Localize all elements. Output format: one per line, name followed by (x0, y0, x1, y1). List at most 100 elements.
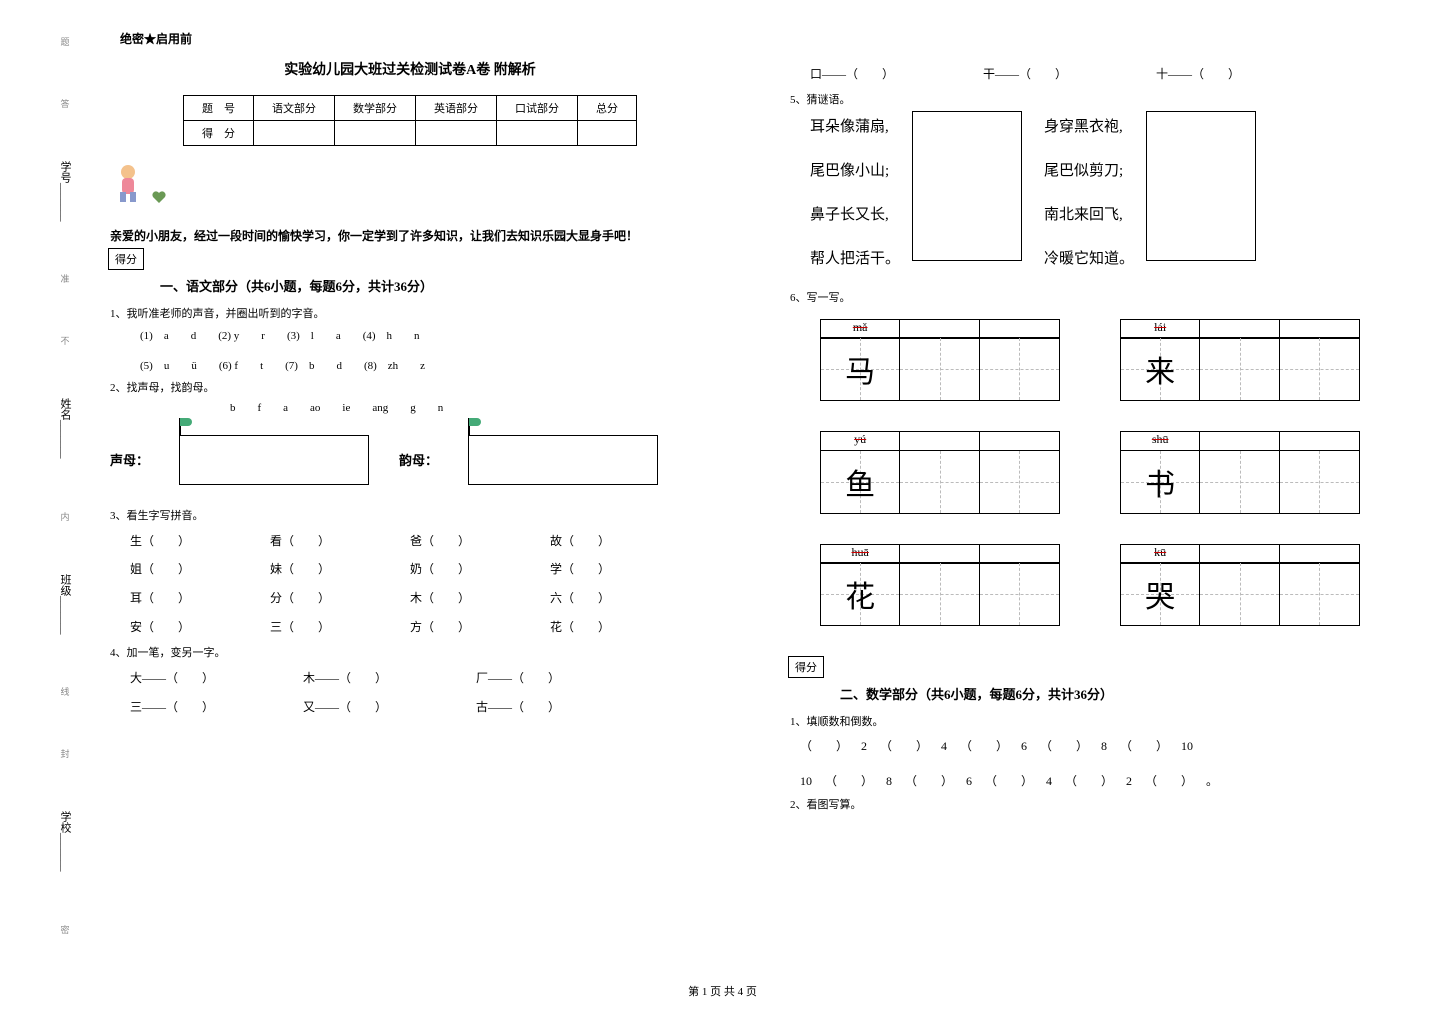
left-column: 绝密★启用前 实验幼儿园大班过关检测试卷A卷 附解析 题 号 语文部分 数学部分… (100, 30, 720, 816)
tianzi-cell (900, 451, 979, 513)
q4-row: 三——（ ） 又——（ ） 古——（ ） (130, 693, 720, 722)
th: 口试部分 (497, 96, 578, 121)
th: 总分 (578, 96, 637, 121)
tianzi-cell (980, 563, 1059, 625)
q3-title: 3、看生字写拼音。 (110, 505, 720, 527)
write-block: mǎ 马 (820, 319, 1060, 402)
tianzi-cell (900, 338, 979, 400)
th: 语文部分 (254, 96, 335, 121)
pinyin-grid: huā (820, 544, 1060, 564)
pinyin-grid: lái (1120, 319, 1360, 339)
pinyin-cell (980, 545, 1059, 563)
q1-title: 1、我听准老师的声音，并圈出听到的字音。 (110, 303, 720, 325)
tianzi-cell (980, 451, 1059, 513)
q3-item: 耳（ ） (130, 584, 270, 613)
shengmu-yunmu-row: 声母： 韵母： (110, 435, 710, 485)
riddle-line: 南北来回飞, (1044, 199, 1134, 233)
margin-dot: 答 (59, 99, 72, 108)
score-box-2: 得分 (788, 656, 824, 678)
score-table: 题 号 语文部分 数学部分 英语部分 口试部分 总分 得 分 (183, 95, 637, 146)
write-block: shū 书 (1120, 431, 1360, 514)
th: 题 号 (184, 96, 254, 121)
binding-margin: 题 答 学号_______ 准 不 姓名_______ 内 班级_______ … (50, 10, 80, 960)
tianzi-cell: 花 (821, 563, 900, 625)
q4-item: 大——（ ） (130, 664, 300, 693)
pinyin-grid: yú (820, 431, 1060, 451)
riddle-1-answer-box (912, 111, 1022, 261)
math-seq-2: 10 （ ） 8 （ ） 6 （ ） 4 （ ） 2 （ ） 。 (800, 768, 1400, 794)
pinyin-cell: huā (821, 545, 900, 563)
margin-dot: 密 (59, 925, 72, 934)
write-pair-3: huā 花 kū 哭 (820, 544, 1400, 627)
margin-dot: 准 (59, 274, 72, 283)
tianzi-cell: 来 (1121, 338, 1200, 400)
tianzi-cell (1280, 451, 1359, 513)
q3-item: 六（ ） (550, 584, 690, 613)
td (416, 121, 497, 146)
math-seq-1: （ ） 2 （ ） 4 （ ） 6 （ ） 8 （ ） 10 (800, 733, 1400, 759)
q4-item: 干——（ ） (983, 60, 1153, 89)
pinyin-cell (980, 320, 1059, 338)
section-2-title: 二、数学部分（共6小题，每题6分，共计36分） (840, 684, 1400, 703)
q3-item: 看（ ） (270, 527, 410, 556)
tianzi-grid: 花 (820, 562, 1060, 626)
pinyin-cell (1200, 545, 1279, 563)
q3-item: 木（ ） (410, 584, 550, 613)
q4-item: 厂——（ ） (476, 664, 646, 693)
write-block: lái 来 (1120, 319, 1360, 402)
pinyin-cell: mǎ (821, 320, 900, 338)
pinyin-cell: lái (1121, 320, 1200, 338)
td: 得 分 (184, 121, 254, 146)
yunmu-label: 韵母： (399, 450, 438, 469)
shengmu-label: 声母： (110, 450, 149, 469)
margin-dot: 线 (59, 687, 72, 696)
q5-title: 5、猜谜语。 (790, 89, 1400, 111)
tianzi-cell: 马 (821, 338, 900, 400)
q4-title: 4、加一笔，变另一字。 (110, 642, 720, 664)
margin-dot: 题 (59, 37, 72, 46)
td (254, 121, 335, 146)
pinyin-cell (1200, 320, 1279, 338)
q3-grid: 生（ ） 看（ ） 爸（ ） 故（ ） 姐（ ） 妹（ ） 奶（ ） 学（ ） … (130, 527, 720, 642)
q2-letters: b f a ao ie ang g n (230, 399, 720, 415)
td (578, 121, 637, 146)
margin-label-id: 学号_______ (57, 161, 73, 222)
pinyin-cell (900, 545, 979, 563)
tianzi-grid: 书 (1120, 450, 1360, 514)
q6-title: 6、写一写。 (790, 287, 1400, 309)
q4-item: 十——（ ） (1156, 60, 1326, 89)
write-block: kū 哭 (1120, 544, 1360, 627)
pinyin-grid: kū (1120, 544, 1360, 564)
q3-item: 安（ ） (130, 613, 270, 642)
pinyin-cell (980, 432, 1059, 450)
pinyin-cell: kū (1121, 545, 1200, 563)
tianzi-cell (1280, 338, 1359, 400)
flag-icon (180, 418, 192, 426)
q3-item: 妹（ ） (270, 555, 410, 584)
q3-item: 姐（ ） (130, 555, 270, 584)
write-pair-2: yú 鱼 shū 书 (820, 431, 1400, 514)
tianzi-cell: 鱼 (821, 451, 900, 513)
score-box: 得分 (108, 248, 144, 270)
pinyin-cell (900, 432, 979, 450)
q4-item: 木——（ ） (303, 664, 473, 693)
heart-icon (150, 188, 168, 206)
tianzi-cell (980, 338, 1059, 400)
math-q1-title: 1、填顺数和倒数。 (790, 711, 1400, 733)
intro-row (110, 162, 720, 206)
tianzi-grid: 鱼 (820, 450, 1060, 514)
q3-item: 花（ ） (550, 613, 690, 642)
riddle-line: 尾巴似剪刀; (1044, 155, 1134, 189)
tianzi-cell (1280, 563, 1359, 625)
q3-item: 生（ ） (130, 527, 270, 556)
pinyin-cell: shū (1121, 432, 1200, 450)
riddle-row: 耳朵像蒲扇, 尾巴像小山; 鼻子长又长, 帮人把活干。 身穿黑衣袍, 尾巴似剪刀… (810, 111, 1400, 277)
page-footer: 第 1 页 共 4 页 (0, 983, 1445, 999)
write-pair-1: mǎ 马 lái 来 (820, 319, 1400, 402)
margin-label-school: 学校_______ (57, 811, 73, 872)
tianzi-cell (900, 563, 979, 625)
q4-item: 口——（ ） (810, 60, 980, 89)
q4-item: 又——（ ） (303, 693, 473, 722)
pinyin-grid: mǎ (820, 319, 1060, 339)
tianzi-grid: 来 (1120, 337, 1360, 401)
